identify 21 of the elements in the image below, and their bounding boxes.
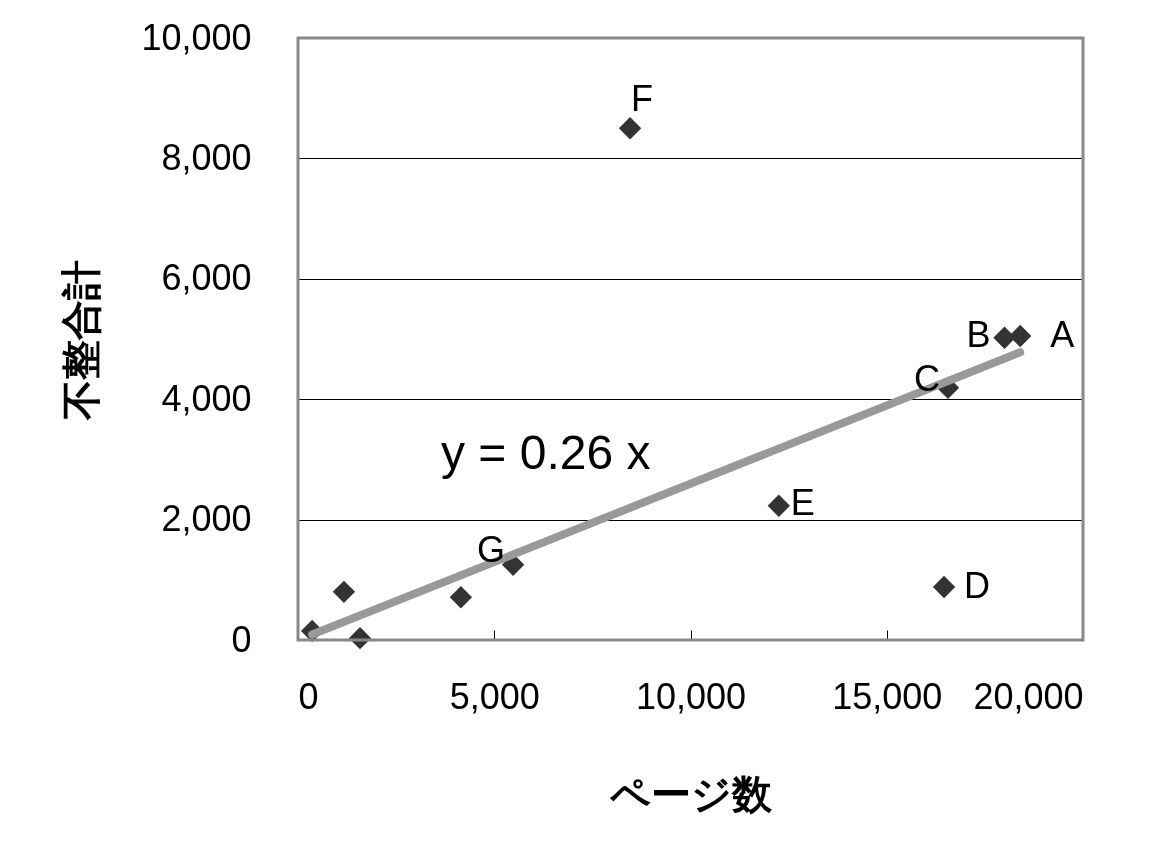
annotation: G — [477, 528, 506, 570]
annotation: E — [790, 481, 815, 523]
annotation: y = 0.26 x — [441, 426, 651, 479]
x-tick-label: 15,000 — [832, 675, 943, 717]
y-tick-label: 10,000 — [141, 16, 252, 58]
annotation: D — [964, 565, 991, 607]
y-tick-label: 6,000 — [161, 257, 252, 299]
y-tick-label: 4,000 — [161, 377, 252, 419]
x-tick-label: 0 — [298, 675, 319, 717]
x-tick-label: 20,000 — [973, 675, 1084, 717]
annotation: F — [631, 78, 654, 120]
annotation: B — [966, 313, 991, 355]
x-axis-title: ページ数 — [609, 771, 773, 816]
x-tick-label: 5,000 — [449, 675, 540, 717]
y-tick-label: 0 — [231, 618, 252, 660]
y-tick-label: 2,000 — [161, 498, 252, 540]
annotation: C — [913, 357, 940, 399]
annotation: A — [1050, 313, 1075, 355]
y-axis-title: 不整合計 — [59, 259, 104, 421]
y-tick-label: 8,000 — [161, 136, 252, 178]
x-tick-label: 10,000 — [635, 675, 747, 717]
